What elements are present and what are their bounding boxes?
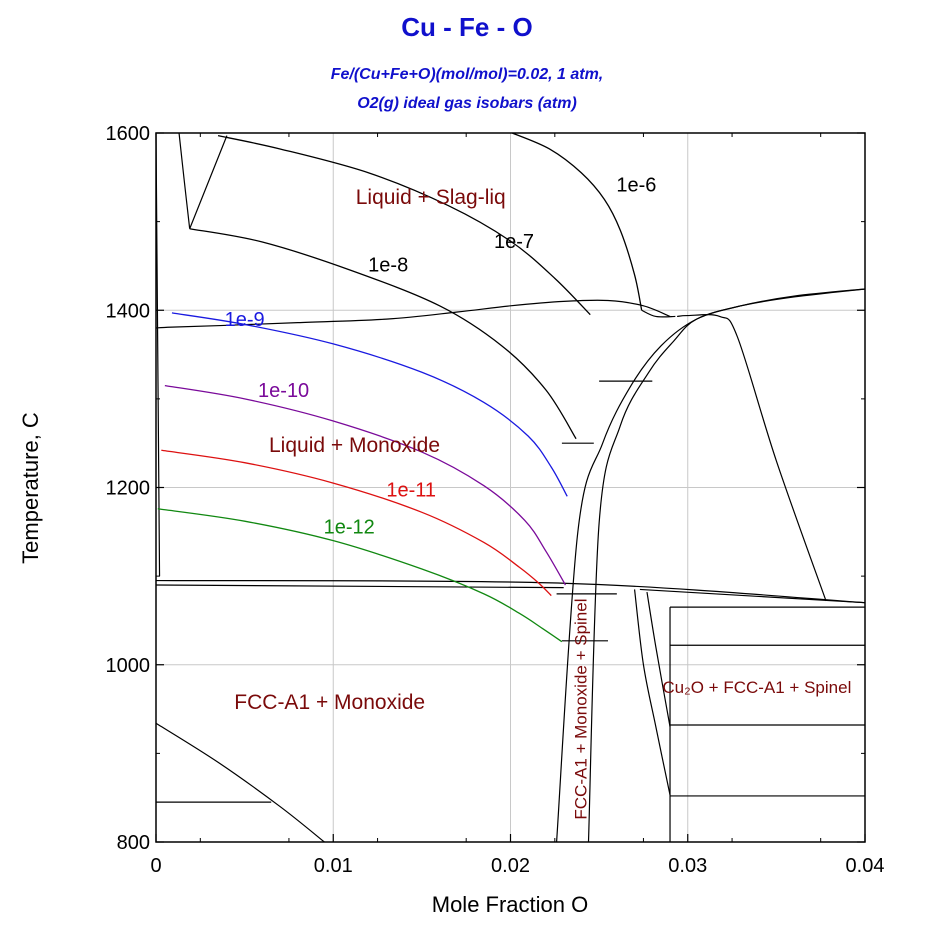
- isobar-line-1e-7: [217, 135, 591, 316]
- plot-frame: [155, 132, 866, 843]
- y-tick-label: 1600: [106, 123, 151, 145]
- phase-boundaries: [155, 132, 866, 843]
- x-tick-label: 0.01: [314, 855, 353, 877]
- region-label: Liquid + Slag-liq: [356, 186, 506, 209]
- phase-boundary-line: [641, 309, 676, 318]
- chart-subtitle-line-1: Fe/(Cu+Fe+O)(mol/mol)=0.02, 1 atm,: [330, 66, 604, 83]
- y-tick-label: 1200: [106, 478, 151, 500]
- chart-title: Cu - Fe - O: [401, 12, 533, 42]
- axis-ticks: 0 0.01 0.02 0.03 0.04 800 1000 1200 1400 1600: [106, 123, 885, 877]
- isobar-line-1e-8: [189, 228, 577, 440]
- phase-boundary-line: [646, 591, 671, 727]
- phase-boundary-line: [155, 584, 564, 589]
- isobar-label: 1e-6: [616, 174, 656, 196]
- isobar-label: 1e-11: [386, 479, 436, 501]
- isobar-line-1e-10: [164, 384, 567, 586]
- phase-boundary-line: [677, 314, 827, 602]
- chart-labels: Liquid + Slag-liq Liquid + Monoxide FCC-A1…: [225, 174, 852, 819]
- x-axis-label: Mole Fraction O: [432, 892, 589, 917]
- isobar-line-1e-6: [512, 132, 643, 311]
- x-tick-label: 0.04: [846, 855, 885, 877]
- isobar-series: [157, 132, 643, 643]
- phase-boundary-line: [189, 135, 228, 229]
- y-axis-label: Temperature, C: [18, 412, 43, 564]
- x-tick-label: 0.02: [491, 855, 530, 877]
- isobar-label: 1e-9: [225, 309, 265, 331]
- chart-subtitle-line-2: O2(g) ideal gas isobars (atm): [357, 95, 577, 112]
- region-label: FCC-A1 + Monoxide: [234, 691, 425, 714]
- phase-boundary-line: [155, 722, 325, 843]
- isobar-line-1e-11: [161, 449, 552, 597]
- isobar-line-1e-9: [171, 312, 568, 497]
- phase-boundary-line: [155, 299, 671, 329]
- x-tick-label: 0.03: [668, 855, 707, 877]
- region-label: FCC-A1 + Monoxide + Spinel: [572, 599, 591, 820]
- y-tick-label: 1400: [106, 300, 151, 322]
- phase-boundary-line: [633, 589, 671, 796]
- isobar-label: 1e-8: [368, 254, 408, 276]
- isobar-label: 1e-7: [494, 231, 534, 253]
- phase-boundary-line: [178, 132, 191, 229]
- x-tick-label: 0: [150, 855, 161, 877]
- region-label: Cu₂O + FCC-A1 + Spinel: [662, 678, 851, 697]
- phase-boundary-line: [155, 579, 866, 604]
- isobar-label: 1e-12: [324, 517, 375, 539]
- y-tick-label: 800: [117, 832, 150, 854]
- isobar-label: 1e-10: [258, 380, 309, 402]
- phase-boundary-line: [639, 588, 866, 604]
- y-tick-label: 1000: [106, 655, 151, 677]
- isobar-line-1e-12: [157, 508, 563, 643]
- region-label: Liquid + Monoxide: [269, 434, 440, 457]
- phase-boundary-line: [587, 288, 866, 843]
